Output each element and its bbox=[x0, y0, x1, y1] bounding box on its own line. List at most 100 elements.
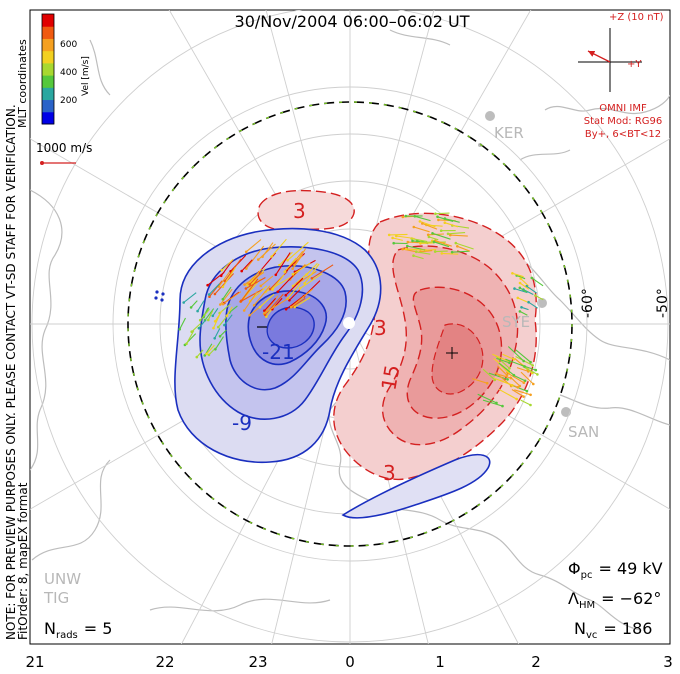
vector-origin bbox=[412, 254, 415, 257]
vector-origin bbox=[529, 360, 532, 364]
velocity-vector bbox=[179, 317, 186, 330]
radar-tiger: TIG bbox=[43, 589, 69, 607]
velocity-vector bbox=[294, 248, 307, 266]
vector-origin bbox=[289, 305, 293, 309]
velocity-vector bbox=[196, 349, 204, 358]
velocity-vector bbox=[253, 285, 271, 306]
vector-origin bbox=[283, 270, 287, 274]
vector-origin bbox=[418, 220, 422, 223]
vector-origin bbox=[414, 250, 418, 254]
vector-origin bbox=[437, 218, 440, 222]
vector-origin bbox=[450, 250, 454, 254]
contour-label-pos-15: 15 bbox=[376, 363, 404, 392]
velocity-vector bbox=[221, 259, 234, 271]
radar-labels: KER SYE SAN UNW TIG bbox=[43, 124, 599, 607]
negative-potential-cell bbox=[174, 227, 491, 519]
vector-origin bbox=[278, 263, 281, 267]
velocity-vector bbox=[517, 297, 529, 303]
velocity-vector bbox=[294, 297, 311, 308]
velocity-vector bbox=[413, 226, 430, 233]
vector-origin bbox=[208, 295, 211, 299]
vector-origin bbox=[246, 284, 249, 287]
vector-origin bbox=[443, 221, 447, 224]
vector-origin bbox=[512, 373, 516, 377]
vector-origin bbox=[529, 393, 532, 397]
velocity-vector bbox=[269, 271, 288, 290]
velocity-vector bbox=[265, 297, 290, 313]
velocity-vector bbox=[519, 310, 528, 316]
contour-label-pos-3a: 3 bbox=[293, 199, 306, 223]
velocity-vector bbox=[511, 389, 524, 398]
vector-origin bbox=[182, 301, 185, 304]
vector-origin bbox=[530, 276, 534, 280]
vector-origin bbox=[531, 364, 534, 367]
velocity-vector bbox=[292, 262, 311, 275]
velocity-vector bbox=[502, 353, 515, 360]
vector-origin bbox=[244, 287, 248, 290]
vector-origin bbox=[225, 314, 229, 318]
velocity-vector bbox=[452, 250, 470, 253]
colorbar-segment bbox=[42, 50, 54, 64]
velocity-vector bbox=[214, 328, 221, 339]
velocity-vector bbox=[496, 357, 510, 364]
vector-origin bbox=[522, 359, 525, 363]
vector-origin bbox=[291, 273, 295, 276]
velocity-vector bbox=[259, 293, 275, 308]
map-title: 30/Nov/2004 06:00–06:02 UT bbox=[235, 12, 470, 31]
velocity-vector bbox=[247, 271, 261, 284]
velocity-vector bbox=[212, 307, 219, 317]
velocity-vector bbox=[214, 336, 224, 350]
velocity-vector bbox=[217, 316, 227, 328]
imf-clock bbox=[578, 28, 642, 92]
vector-origin bbox=[534, 294, 537, 297]
velocity-vector bbox=[271, 238, 287, 257]
vector-origin bbox=[243, 283, 246, 286]
vector-origin bbox=[271, 288, 274, 291]
radar-sanae: SAN bbox=[568, 423, 599, 441]
velocity-vector bbox=[222, 286, 232, 300]
imf-scale: +Z (10 nT) bbox=[609, 12, 664, 23]
velocity-vector bbox=[198, 319, 206, 329]
velocity-vector bbox=[428, 236, 439, 241]
fit-order-note: FitOrder: 8, mapEX format bbox=[16, 482, 30, 640]
vector-origin bbox=[392, 241, 396, 245]
imf-model: Stat Mod: RG96 bbox=[584, 116, 663, 127]
velocity-vector bbox=[514, 288, 528, 294]
velocity-vector bbox=[413, 255, 424, 260]
vector-origin bbox=[391, 236, 394, 240]
latitude-labels: -60° -50° bbox=[580, 288, 671, 318]
velocity-vector bbox=[488, 372, 508, 380]
velocity-vector bbox=[420, 250, 433, 253]
velocity-vector bbox=[220, 259, 234, 277]
coastlines bbox=[30, 29, 670, 631]
velocity-vector bbox=[414, 215, 431, 222]
velocity-vector bbox=[245, 277, 266, 289]
vector-origin bbox=[485, 381, 489, 385]
vector-origin bbox=[239, 300, 242, 303]
vector-origin bbox=[419, 242, 422, 245]
vector-origin bbox=[426, 233, 430, 237]
vector-origin bbox=[259, 284, 263, 288]
vector-origin bbox=[536, 373, 539, 376]
vector-origin bbox=[242, 309, 246, 312]
velocity-vector bbox=[522, 366, 538, 375]
velocity-vector bbox=[535, 295, 544, 301]
vector-origin bbox=[198, 318, 202, 322]
velocity-vector bbox=[219, 329, 227, 337]
velocity-vector bbox=[516, 274, 526, 280]
stat-phi-pc: Φpc = 49 kV bbox=[568, 559, 663, 581]
velocity-vector bbox=[190, 300, 198, 308]
ref-vector-label: 1000 m/s bbox=[36, 141, 92, 155]
vector-origin bbox=[219, 274, 223, 278]
velocity-vector bbox=[441, 252, 459, 255]
velocity-vector bbox=[492, 353, 511, 363]
vector-origin bbox=[495, 401, 498, 405]
velocity-vector bbox=[222, 291, 242, 305]
velocity-vector bbox=[392, 237, 403, 241]
contour-labels: 3 3 15 3 -9 -21 bbox=[232, 199, 404, 485]
velocity-vector bbox=[495, 355, 510, 369]
vector-origin bbox=[268, 287, 272, 291]
velocity-vector bbox=[411, 238, 428, 243]
colorbar-tick-600: 600 bbox=[60, 40, 77, 50]
